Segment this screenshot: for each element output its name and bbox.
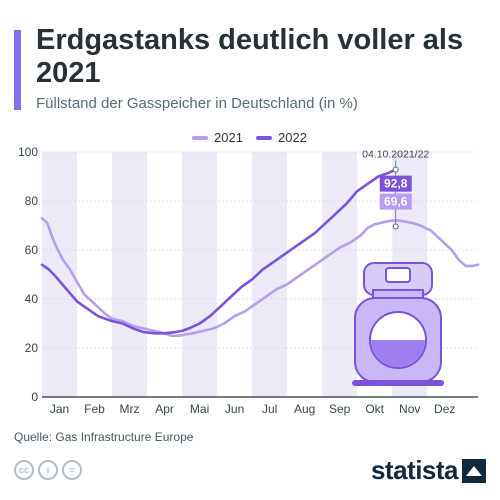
legend-swatch-2021 xyxy=(192,135,208,140)
title-accent-bar xyxy=(14,30,21,110)
chart-subtitle: Füllstand der Gasspeicher in Deutschland… xyxy=(36,95,358,112)
x-tick-label-aug: Aug xyxy=(294,402,315,416)
x-tick-label-mrz: Mrz xyxy=(120,402,140,416)
x-tick-label-apr: Apr xyxy=(155,402,174,416)
x-tick-label-jul: Jul xyxy=(262,402,277,416)
legend: 2021 2022 xyxy=(0,130,500,148)
equals-icon[interactable]: = xyxy=(62,460,82,480)
chart-title: Erdgastanks deutlich voller als 2021 xyxy=(36,24,464,89)
x-tick-label-nov: Nov xyxy=(399,402,420,416)
month-band-mai xyxy=(182,152,218,397)
x-tick-label-jun: Jun xyxy=(225,402,244,416)
y-tick-label-100: 100 xyxy=(18,145,38,159)
month-band-sep xyxy=(322,152,358,397)
person-icon[interactable]: i xyxy=(38,460,58,480)
y-tick-label-20: 20 xyxy=(25,341,39,355)
series-line-2022 xyxy=(40,168,397,335)
annotation-date-label: 04.10.2021/22 xyxy=(362,149,429,161)
y-tick-label-40: 40 xyxy=(25,292,39,306)
value-badge-2021 xyxy=(379,193,412,210)
legend-item-2022: 2022 xyxy=(256,130,307,145)
x-tick-label-okt: Okt xyxy=(365,402,384,416)
gas-cylinder-icon xyxy=(352,262,444,386)
y-tick-label-60: 60 xyxy=(25,243,39,257)
legend-label-2022: 2022 xyxy=(278,130,307,145)
month-band-jan xyxy=(42,152,78,397)
x-tick-label-dez: Dez xyxy=(434,402,455,416)
x-tick-label-mai: Mai xyxy=(190,402,209,416)
cc-icon[interactable]: cc xyxy=(14,460,34,480)
value-label-2022: 92,8 xyxy=(384,177,408,191)
value-badge-2022 xyxy=(379,175,412,192)
license-icons: cc i = xyxy=(14,460,82,480)
annotation-marker-2021 xyxy=(392,223,399,230)
legend-swatch-2022 xyxy=(256,135,272,140)
series-line-2021 xyxy=(40,216,480,338)
brand-logo[interactable]: statista xyxy=(371,455,486,486)
x-tick-label-jan: Jan xyxy=(50,402,69,416)
statista-logo-icon xyxy=(462,458,486,483)
x-tick-label-feb: Feb xyxy=(84,402,105,416)
y-tick-label-80: 80 xyxy=(25,194,39,208)
annotation-marker-2022 xyxy=(392,166,399,173)
brand-name: statista xyxy=(370,455,459,485)
x-tick-label-sep: Sep xyxy=(329,402,351,416)
month-band-mrz xyxy=(112,152,148,397)
legend-label-2021: 2021 xyxy=(214,130,243,145)
value-label-2021: 69,6 xyxy=(384,195,408,209)
legend-item-2021: 2021 xyxy=(192,130,243,145)
y-tick-label-0: 0 xyxy=(31,390,38,404)
source-note: Quelle: Gas Infrastructure Europe xyxy=(14,430,194,444)
